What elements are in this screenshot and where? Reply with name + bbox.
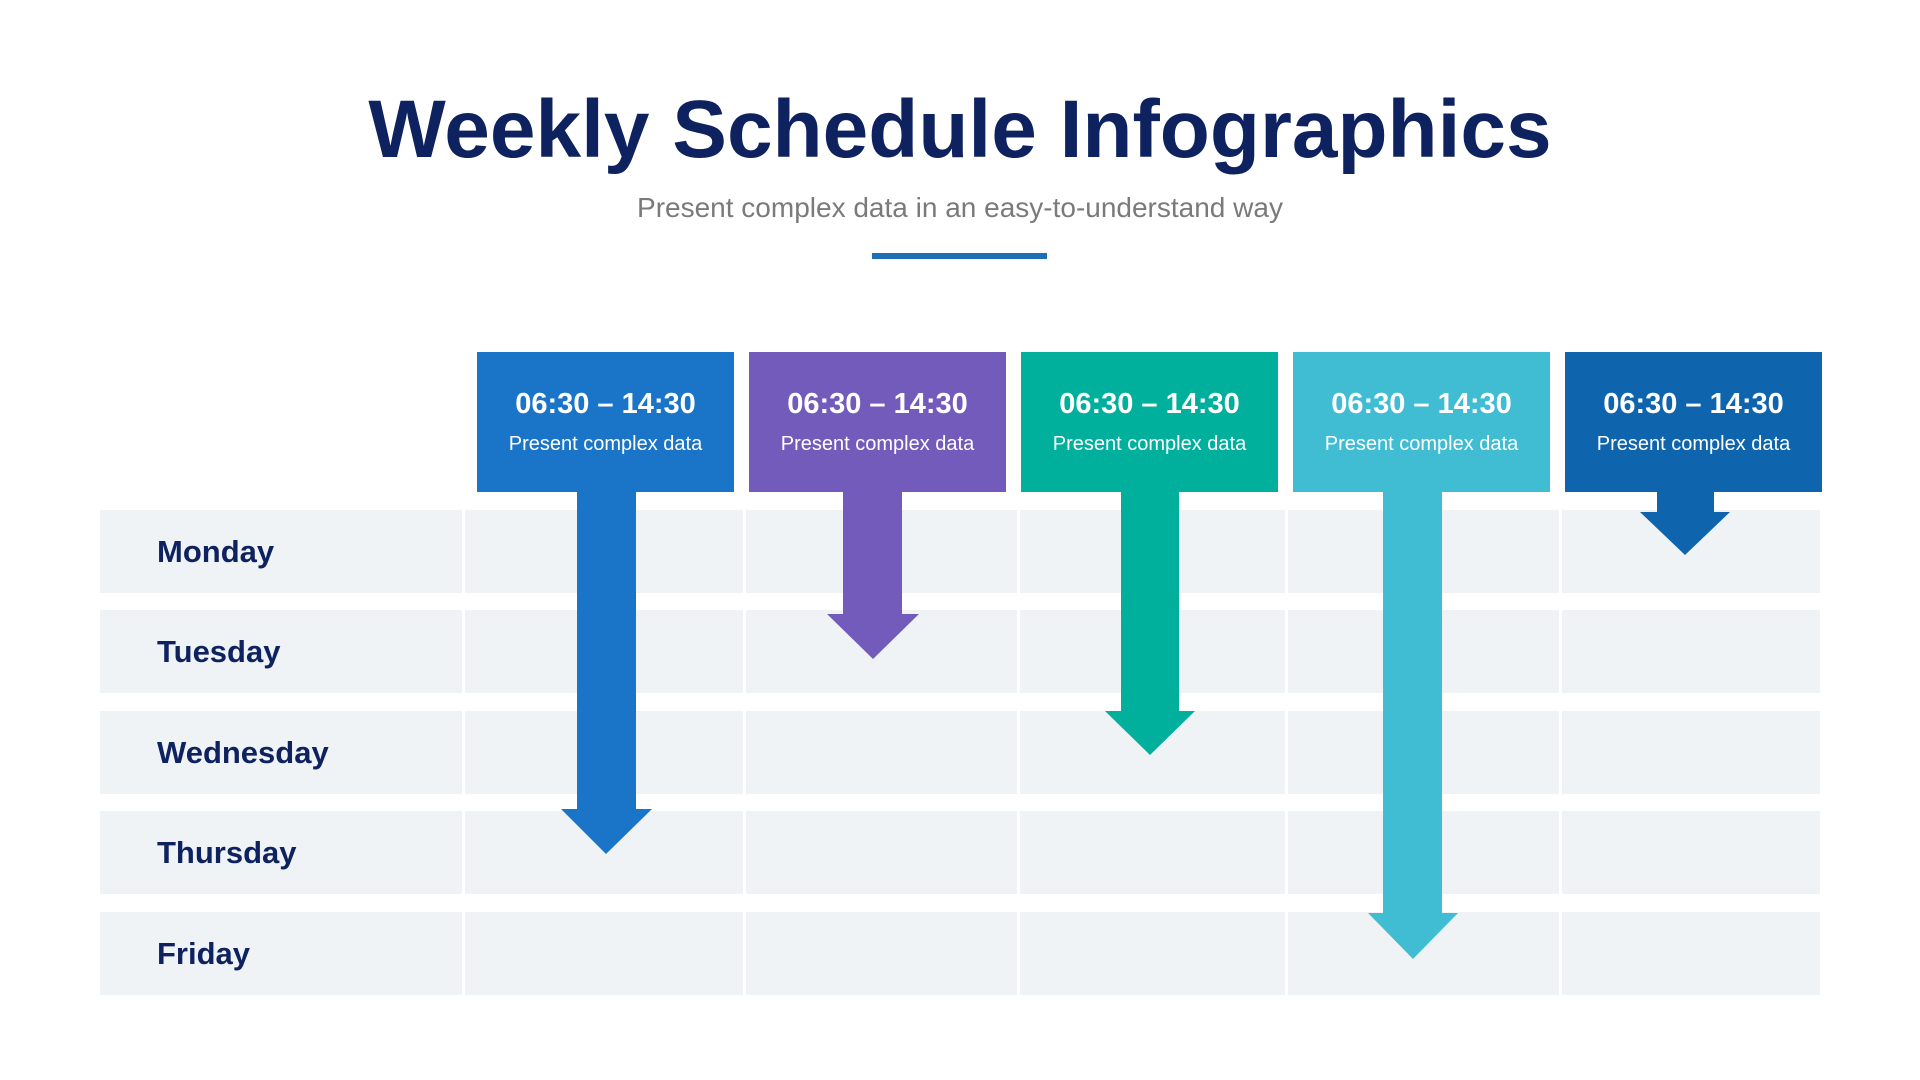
day-cell (100, 912, 462, 995)
schedule-cell (746, 811, 1017, 894)
shift-time: 06:30 – 14:30 (515, 388, 696, 420)
shift-description: Present complex data (780, 433, 975, 455)
shift-header-1: 06:30 – 14:30 Present complex data (477, 352, 734, 492)
shift-4-arrow (1368, 490, 1458, 959)
shift-description: Present complex data (1052, 433, 1247, 455)
arrow-down-icon (561, 490, 1730, 959)
shift-header-5: 06:30 – 14:30 Present complex data (1565, 352, 1822, 492)
schedule-cell (1020, 811, 1285, 894)
shift-header-2: 06:30 – 14:30 Present complex data (749, 352, 1006, 492)
schedule-cell (746, 711, 1017, 794)
schedule-row-thursday: Thursday (100, 811, 1820, 894)
day-label-friday: Friday (157, 936, 251, 971)
shift-time: 06:30 – 14:30 (1059, 388, 1240, 420)
title-underline-divider (872, 253, 1047, 259)
schedule-cell (465, 912, 743, 995)
schedule-cell (1020, 912, 1285, 995)
day-label-monday: Monday (157, 534, 275, 569)
day-cell (100, 811, 462, 894)
shift-header-4: 06:30 – 14:30 Present complex data (1293, 352, 1550, 492)
page-title: Weekly Schedule Infographics (368, 84, 1552, 175)
shift-description: Present complex data (1324, 433, 1519, 455)
shift-description: Present complex data (508, 433, 703, 455)
schedule-cell (746, 912, 1017, 995)
schedule-cell (1562, 711, 1820, 794)
shift-description: Present complex data (1596, 433, 1791, 455)
page-subtitle: Present complex data in an easy-to-under… (637, 192, 1283, 223)
schedule-row-friday: Friday (100, 912, 1820, 995)
day-label-wednesday: Wednesday (157, 735, 329, 770)
day-cell (100, 711, 462, 794)
day-cell (100, 510, 462, 593)
shift-time: 06:30 – 14:30 (1331, 388, 1512, 420)
schedule-row-wednesday: Wednesday (100, 711, 1820, 794)
shift-time: 06:30 – 14:30 (1603, 388, 1784, 420)
shift-header-3: 06:30 – 14:30 Present complex data (1021, 352, 1278, 492)
day-label-thursday: Thursday (157, 835, 297, 870)
day-label-tuesday: Tuesday (157, 634, 281, 669)
schedule-row-tuesday: Tuesday (100, 610, 1820, 693)
shift-2-arrow (827, 490, 919, 659)
schedule-cell (1562, 912, 1820, 995)
shift-1-arrow (561, 490, 652, 854)
schedule-cell (1562, 610, 1820, 693)
schedule-cell (1562, 811, 1820, 894)
shift-5-arrow (1640, 490, 1730, 555)
day-cell (100, 610, 462, 693)
shift-time: 06:30 – 14:30 (787, 388, 968, 420)
shift-3-arrow (1105, 490, 1195, 755)
